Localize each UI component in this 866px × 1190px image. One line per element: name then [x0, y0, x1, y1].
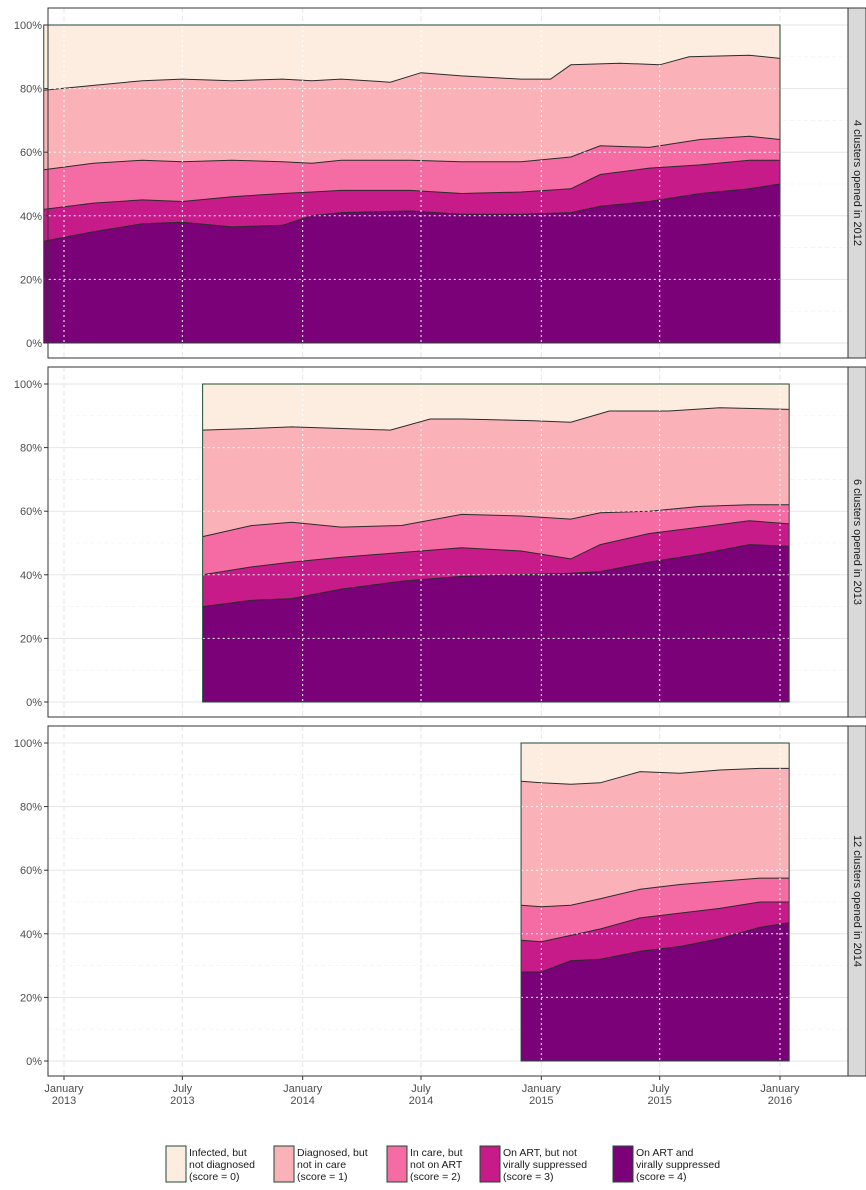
x-tick-label: January 2013 — [44, 1083, 84, 1107]
legend-label: Infected, but not diagnosed (score = 0) — [189, 1147, 255, 1183]
x-tick-label: January 2015 — [522, 1083, 562, 1107]
area-score4 — [43, 184, 780, 343]
x-tick-label-line: January — [283, 1083, 323, 1095]
y-tick-label: 80% — [20, 802, 42, 814]
x-tick-label: January 2016 — [760, 1083, 800, 1107]
x-tick-label-line: July — [173, 1083, 193, 1095]
legend-label-line: virally suppressed — [503, 1159, 587, 1171]
x-tick-label-line: 2016 — [768, 1095, 792, 1107]
legend-label: In care, but not on ART (score = 2) — [410, 1147, 463, 1183]
legend-label-line: On ART, but not — [503, 1147, 577, 1159]
y-tick-label: 60% — [20, 147, 42, 159]
facet-strip-label: 12 clusters opened in 2014 — [851, 835, 863, 967]
y-tick-label: 100% — [14, 20, 42, 32]
legend-label-line: On ART and — [636, 1147, 694, 1159]
y-tick-label: 40% — [20, 929, 42, 941]
legend-label-line: (score = 4) — [636, 1171, 686, 1183]
area-outline — [43, 24, 781, 344]
legend-label-line: (score = 2) — [410, 1171, 460, 1183]
x-tick-label-line: January — [44, 1083, 84, 1095]
boundary-score1 — [202, 407, 790, 431]
facet-strip — [847, 366, 866, 718]
legend-label-line: not on ART — [410, 1159, 463, 1171]
legend-label-line: virally suppressed — [636, 1159, 720, 1171]
y-tick-label: 40% — [20, 570, 42, 582]
y-tick-label: 0% — [26, 697, 42, 709]
x-tick-label-line: 2015 — [647, 1095, 671, 1107]
legend-swatch-score0 — [165, 1145, 187, 1183]
y-tick-label: 80% — [20, 84, 42, 96]
y-tick-label: 0% — [26, 338, 42, 350]
y-tick-label: 60% — [20, 865, 42, 877]
facet-panel: 12 clusters opened in 2014 0% 20% 40% 60% 80%… — [14, 725, 866, 1077]
x-tick-label-line: 2014 — [409, 1095, 433, 1107]
boundary-score4 — [521, 922, 790, 973]
x-tick-label-line: 2015 — [529, 1095, 553, 1107]
area-score4 — [202, 544, 790, 702]
boundary-score1 — [43, 54, 781, 91]
facet-panel: 6 clusters opened in 2013 0% 20% 40% 60% 80% 1… — [14, 366, 866, 718]
boundary-score1 — [521, 767, 790, 785]
y-tick-label: 100% — [14, 738, 42, 750]
legend-swatch-score3 — [479, 1145, 501, 1183]
x-tick-label: July 2015 — [647, 1083, 671, 1107]
legend-label-line: (score = 1) — [297, 1171, 347, 1183]
legend-label-line: not in care — [297, 1159, 346, 1171]
y-tick-label: 20% — [20, 633, 42, 645]
area-outline — [520, 742, 790, 1062]
facet-panel: 4 clusters opened in 2012 0% 20% 40% 60% 80% 1… — [14, 7, 866, 359]
facet-strip-label: 6 clusters opened in 2013 — [851, 479, 863, 605]
boundary-score2 — [202, 504, 790, 538]
x-tick-label: July 2013 — [170, 1083, 194, 1107]
x-tick-label-line: January — [522, 1083, 562, 1095]
x-tick-label: January 2014 — [283, 1083, 323, 1107]
legend-swatch-score2 — [386, 1145, 408, 1183]
area-outline — [202, 383, 790, 703]
x-tick-label-line: 2014 — [290, 1095, 314, 1107]
y-tick-label: 80% — [20, 443, 42, 455]
boundary-score4 — [43, 183, 781, 242]
legend: Infected, but not diagnosed (score = 0) Dia… — [165, 1145, 720, 1183]
legend-label: On ART and virally suppressed (score = 4) — [636, 1147, 720, 1183]
legend-label-line: Diagnosed, but — [297, 1147, 368, 1159]
facet-strip — [847, 725, 866, 1077]
legend-label-line: (score = 0) — [189, 1171, 239, 1183]
boundary-score4 — [202, 544, 790, 608]
y-tick-label: 20% — [20, 274, 42, 286]
y-tick-label: 20% — [20, 992, 42, 1004]
boundary-score3 — [43, 159, 780, 210]
facet-strip-label: 4 clusters opened in 2012 — [851, 120, 863, 246]
legend-label-line: Infected, but — [189, 1147, 247, 1159]
x-tick-label-line: 2013 — [170, 1095, 194, 1107]
legend-label-line: not diagnosed — [189, 1159, 255, 1171]
boundary-score2 — [43, 135, 781, 171]
y-tick-label: 0% — [26, 1056, 42, 1068]
legend-label: On ART, but not virally suppressed (score … — [503, 1147, 587, 1183]
facet-strip — [847, 7, 866, 359]
y-tick-label: 40% — [20, 211, 42, 223]
legend-swatch-score4 — [612, 1145, 634, 1183]
boundary-score3 — [202, 520, 790, 576]
boundary-score3 — [521, 901, 790, 943]
y-tick-label: 60% — [20, 506, 42, 518]
legend-label-line: (score = 3) — [503, 1171, 553, 1183]
y-tick-label: 100% — [14, 379, 42, 391]
legend-label: Diagnosed, but not in care (score = 1) — [297, 1147, 368, 1183]
boundary-score2 — [521, 877, 790, 908]
x-tick-label-line: 2013 — [52, 1095, 76, 1107]
legend-label-line: In care, but — [410, 1147, 463, 1159]
x-tick-label-line: July — [411, 1083, 431, 1095]
x-tick-label-line: January — [760, 1083, 800, 1095]
x-tick-label: July 2014 — [409, 1083, 433, 1107]
x-tick-label-line: July — [650, 1083, 670, 1095]
legend-swatch-score1 — [273, 1145, 295, 1183]
area-score4 — [521, 922, 790, 1061]
